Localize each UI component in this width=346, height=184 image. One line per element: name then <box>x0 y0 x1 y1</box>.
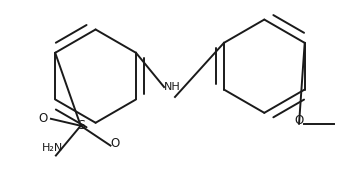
Text: O: O <box>294 114 304 127</box>
Text: NH: NH <box>164 82 180 92</box>
Text: H₂N: H₂N <box>42 143 64 153</box>
Text: O: O <box>111 137 120 150</box>
Text: O: O <box>38 112 48 125</box>
Text: S: S <box>77 119 85 132</box>
